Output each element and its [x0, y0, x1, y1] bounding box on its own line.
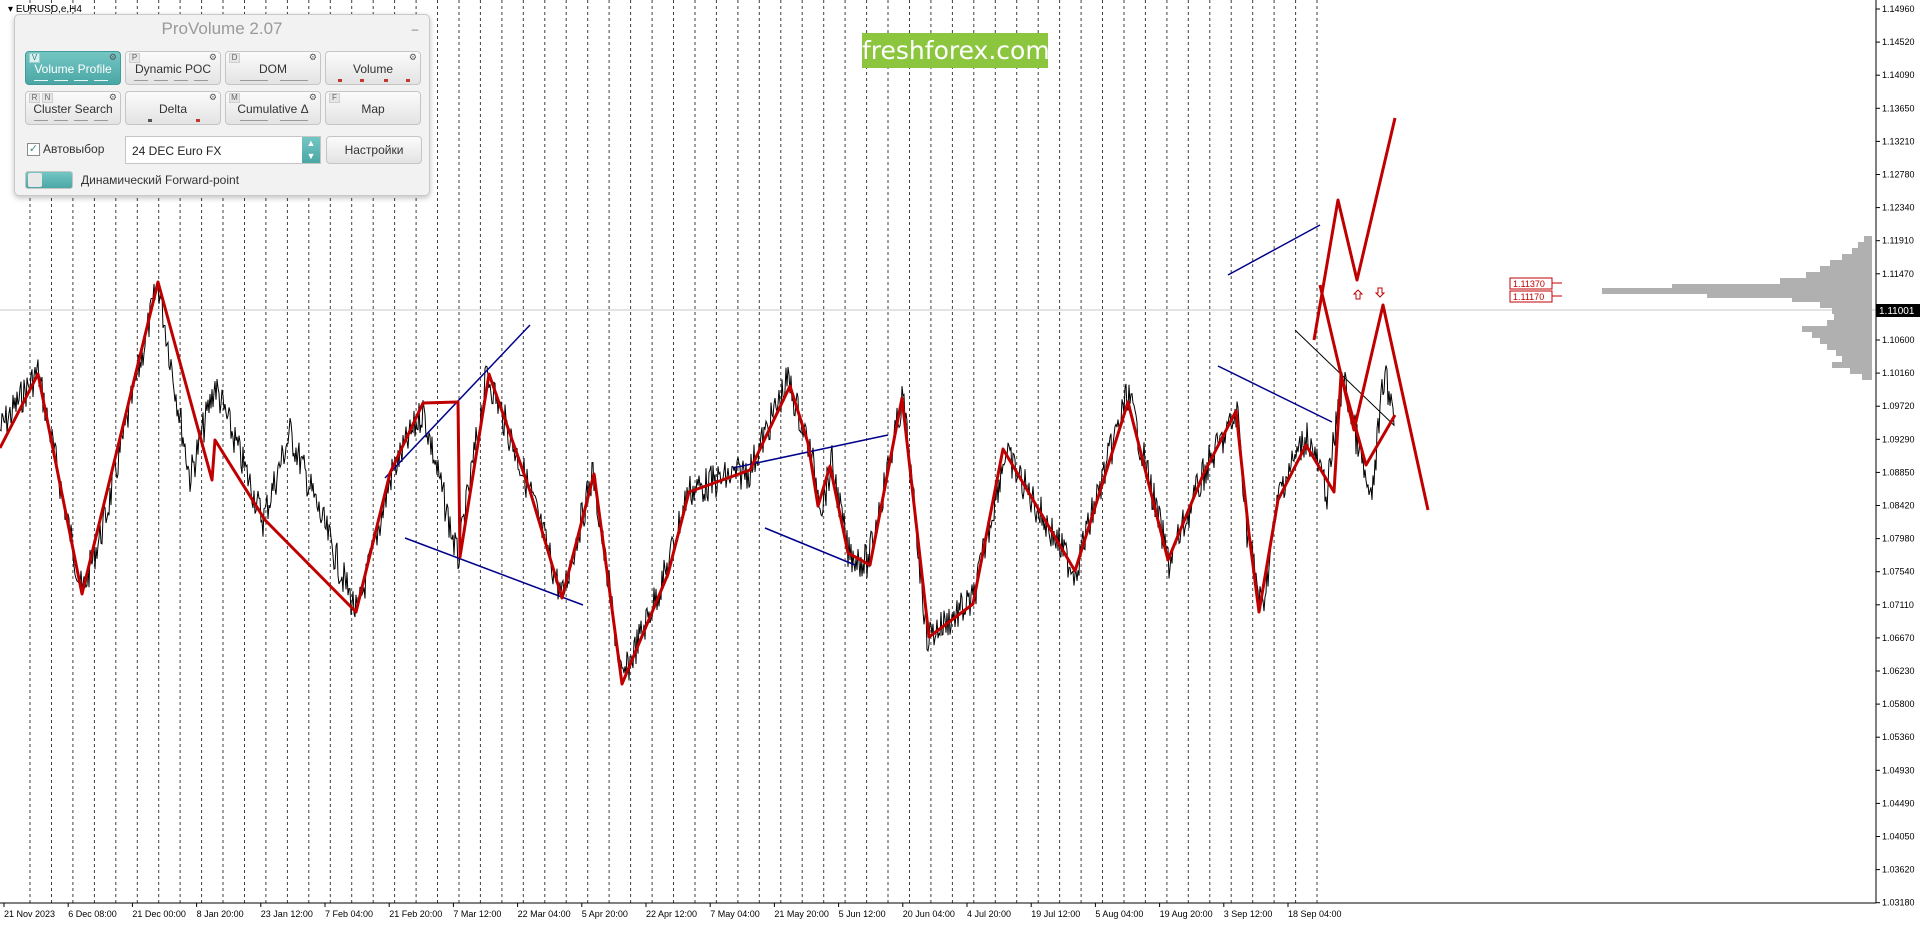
- price-tick-label: 1.04490: [1882, 798, 1915, 808]
- price-tick-label: 1.07980: [1882, 534, 1915, 544]
- volume-button[interactable]: ⚙ Volume: [325, 51, 421, 85]
- price-tick-label: 1.12340: [1882, 203, 1915, 213]
- volume-profile-button[interactable]: V ⚙ Volume Profile: [25, 51, 121, 85]
- hotkey-badge: V: [29, 53, 40, 63]
- price-tick-label: 1.14520: [1882, 37, 1915, 47]
- gear-icon[interactable]: ⚙: [108, 92, 117, 102]
- cluster-search-button[interactable]: R N ⚙ Cluster Search: [25, 91, 121, 125]
- price-tick-label: 1.14090: [1882, 70, 1915, 80]
- time-tick-label: 3 Sep 12:00: [1224, 909, 1273, 919]
- time-tick-label: 22 Apr 12:00: [646, 909, 697, 919]
- level-label: 1.11170: [1513, 292, 1544, 302]
- dynamic-poc-button[interactable]: P ⚙ Dynamic POC: [125, 51, 221, 85]
- gear-icon[interactable]: ⚙: [308, 52, 317, 62]
- time-tick-label: 7 Feb 04:00: [325, 909, 373, 919]
- price-line: [0, 281, 1395, 681]
- price-tick-label: 1.10160: [1882, 368, 1915, 378]
- hotkey-badge: D: [229, 53, 240, 63]
- volume-profile: [1602, 236, 1872, 380]
- time-tick-label: 20 Jun 04:00: [903, 909, 955, 919]
- menu-triangle-icon[interactable]: ▾: [8, 4, 14, 15]
- time-axis[interactable]: 21 Nov 2023 6 Dec 08:00 21 Dec 00:00 8 Jan …: [3, 903, 1342, 919]
- time-tick-label: 8 Jan 20:00: [197, 909, 244, 919]
- hotkey-badge: P: [129, 53, 140, 63]
- forecast-up-path: [1312, 117, 1397, 341]
- price-tick-label: 1.05800: [1882, 699, 1915, 709]
- price-tick-label: 1.06670: [1882, 633, 1915, 643]
- price-tick-label: 1.13650: [1882, 103, 1915, 113]
- time-tick-label: 19 Jul 12:00: [1031, 909, 1080, 919]
- instrument-value: 24 DEC Euro FX: [132, 144, 222, 158]
- cumulative-delta-button[interactable]: M ⚙ Cumulative Δ: [225, 91, 321, 125]
- panel-title: ProVolume 2.07: [161, 19, 283, 38]
- arrow-down-icon: [1374, 287, 1386, 298]
- current-price-marker: 1.11001: [1876, 304, 1920, 317]
- time-tick-label: 23 Jan 12:00: [261, 909, 313, 919]
- freshforex-watermark: freshforex.com: [862, 33, 1050, 68]
- current-price-label: 1.11001: [1879, 306, 1915, 317]
- price-tick-label: 1.07110: [1882, 600, 1914, 610]
- gear-icon[interactable]: ⚙: [208, 52, 217, 62]
- price-tick-label: 1.03620: [1882, 865, 1915, 875]
- price-axis[interactable]: 1.14960 1.14520 1.14090 1.13650 1.13210 1.127…: [0, 0, 1915, 908]
- price-tick-label: 1.09720: [1882, 401, 1915, 411]
- zigzag-line: [0, 280, 1397, 686]
- time-tick-label: 21 May 20:00: [774, 909, 829, 919]
- time-tick-label: 21 Dec 00:00: [132, 909, 186, 919]
- time-tick-label: 6 Dec 08:00: [68, 909, 117, 919]
- arrow-up-icon: [1352, 289, 1364, 300]
- minimize-icon[interactable]: –: [411, 22, 419, 36]
- price-tick-label: 1.03180: [1882, 898, 1915, 908]
- price-tick-label: 1.04930: [1882, 765, 1915, 775]
- time-tick-label: 18 Sep 04:00: [1288, 909, 1342, 919]
- gear-icon[interactable]: ⚙: [108, 52, 117, 62]
- price-tick-label: 1.06230: [1882, 666, 1915, 676]
- delta-button[interactable]: ⚙ Delta: [125, 91, 221, 125]
- forecast-down-path: [1318, 284, 1430, 511]
- autoselect-checkbox[interactable]: ✓: [27, 143, 40, 156]
- time-tick-label: 19 Aug 20:00: [1160, 909, 1213, 919]
- time-tick-label: 7 Mar 12:00: [453, 909, 501, 919]
- instrument-select[interactable]: 24 DEC Euro FX ▲ ▼: [125, 136, 321, 164]
- price-tick-label: 1.10600: [1882, 335, 1915, 345]
- time-tick-label: 7 May 04:00: [710, 909, 760, 919]
- time-tick-label: 21 Nov 2023: [4, 909, 55, 919]
- provolume-panel: ProVolume 2.07 – V ⚙ Volume Profile P ⚙ …: [14, 14, 430, 196]
- time-tick-label: 5 Apr 20:00: [582, 909, 628, 919]
- level-labels: 1.11370 1.11170: [1509, 277, 1562, 303]
- map-button[interactable]: F Map: [325, 91, 421, 125]
- hotkey-badge: F: [329, 93, 340, 103]
- price-tick-label: 1.09290: [1882, 434, 1915, 444]
- price-tick-label: 1.11470: [1882, 269, 1914, 279]
- symbol-title: ▾ EURUSD,e,H4: [8, 4, 82, 15]
- time-tick-label: 4 Jul 20:00: [967, 909, 1011, 919]
- price-tick-label: 1.08420: [1882, 501, 1915, 511]
- price-tick-label: 1.12780: [1882, 170, 1915, 180]
- forward-point-toggle[interactable]: [25, 171, 73, 189]
- gear-icon[interactable]: ⚙: [308, 92, 317, 102]
- price-tick-label: 1.14960: [1882, 4, 1915, 14]
- autoselect-label: Автовыбор: [43, 142, 105, 156]
- trendlines: [384, 224, 1333, 606]
- price-tick-label: 1.07540: [1882, 567, 1915, 577]
- hotkey-badge: N: [42, 93, 53, 103]
- gear-icon[interactable]: ⚙: [408, 52, 417, 62]
- price-tick-label: 1.05360: [1882, 732, 1915, 742]
- gear-icon[interactable]: ⚙: [208, 92, 217, 102]
- price-tick-label: 1.11910: [1882, 236, 1914, 246]
- time-tick-label: 5 Aug 04:00: [1095, 909, 1143, 919]
- level-label: 1.11370: [1513, 279, 1545, 289]
- time-tick-label: 5 Jun 12:00: [839, 909, 886, 919]
- price-tick-label: 1.08850: [1882, 467, 1915, 477]
- time-tick-label: 21 Feb 20:00: [389, 909, 442, 919]
- dom-button[interactable]: D ⚙ DOM: [225, 51, 321, 85]
- forward-point-label: Динамический Forward-point: [81, 173, 240, 187]
- hotkey-badge: M: [229, 93, 240, 103]
- spinner-icon[interactable]: ▲ ▼: [302, 137, 320, 163]
- settings-button[interactable]: Настройки: [326, 136, 422, 164]
- hotkey-badge: R: [29, 93, 40, 103]
- time-tick-label: 22 Mar 04:00: [518, 909, 571, 919]
- price-tick-label: 1.13210: [1882, 136, 1915, 146]
- price-tick-label: 1.04050: [1882, 832, 1915, 842]
